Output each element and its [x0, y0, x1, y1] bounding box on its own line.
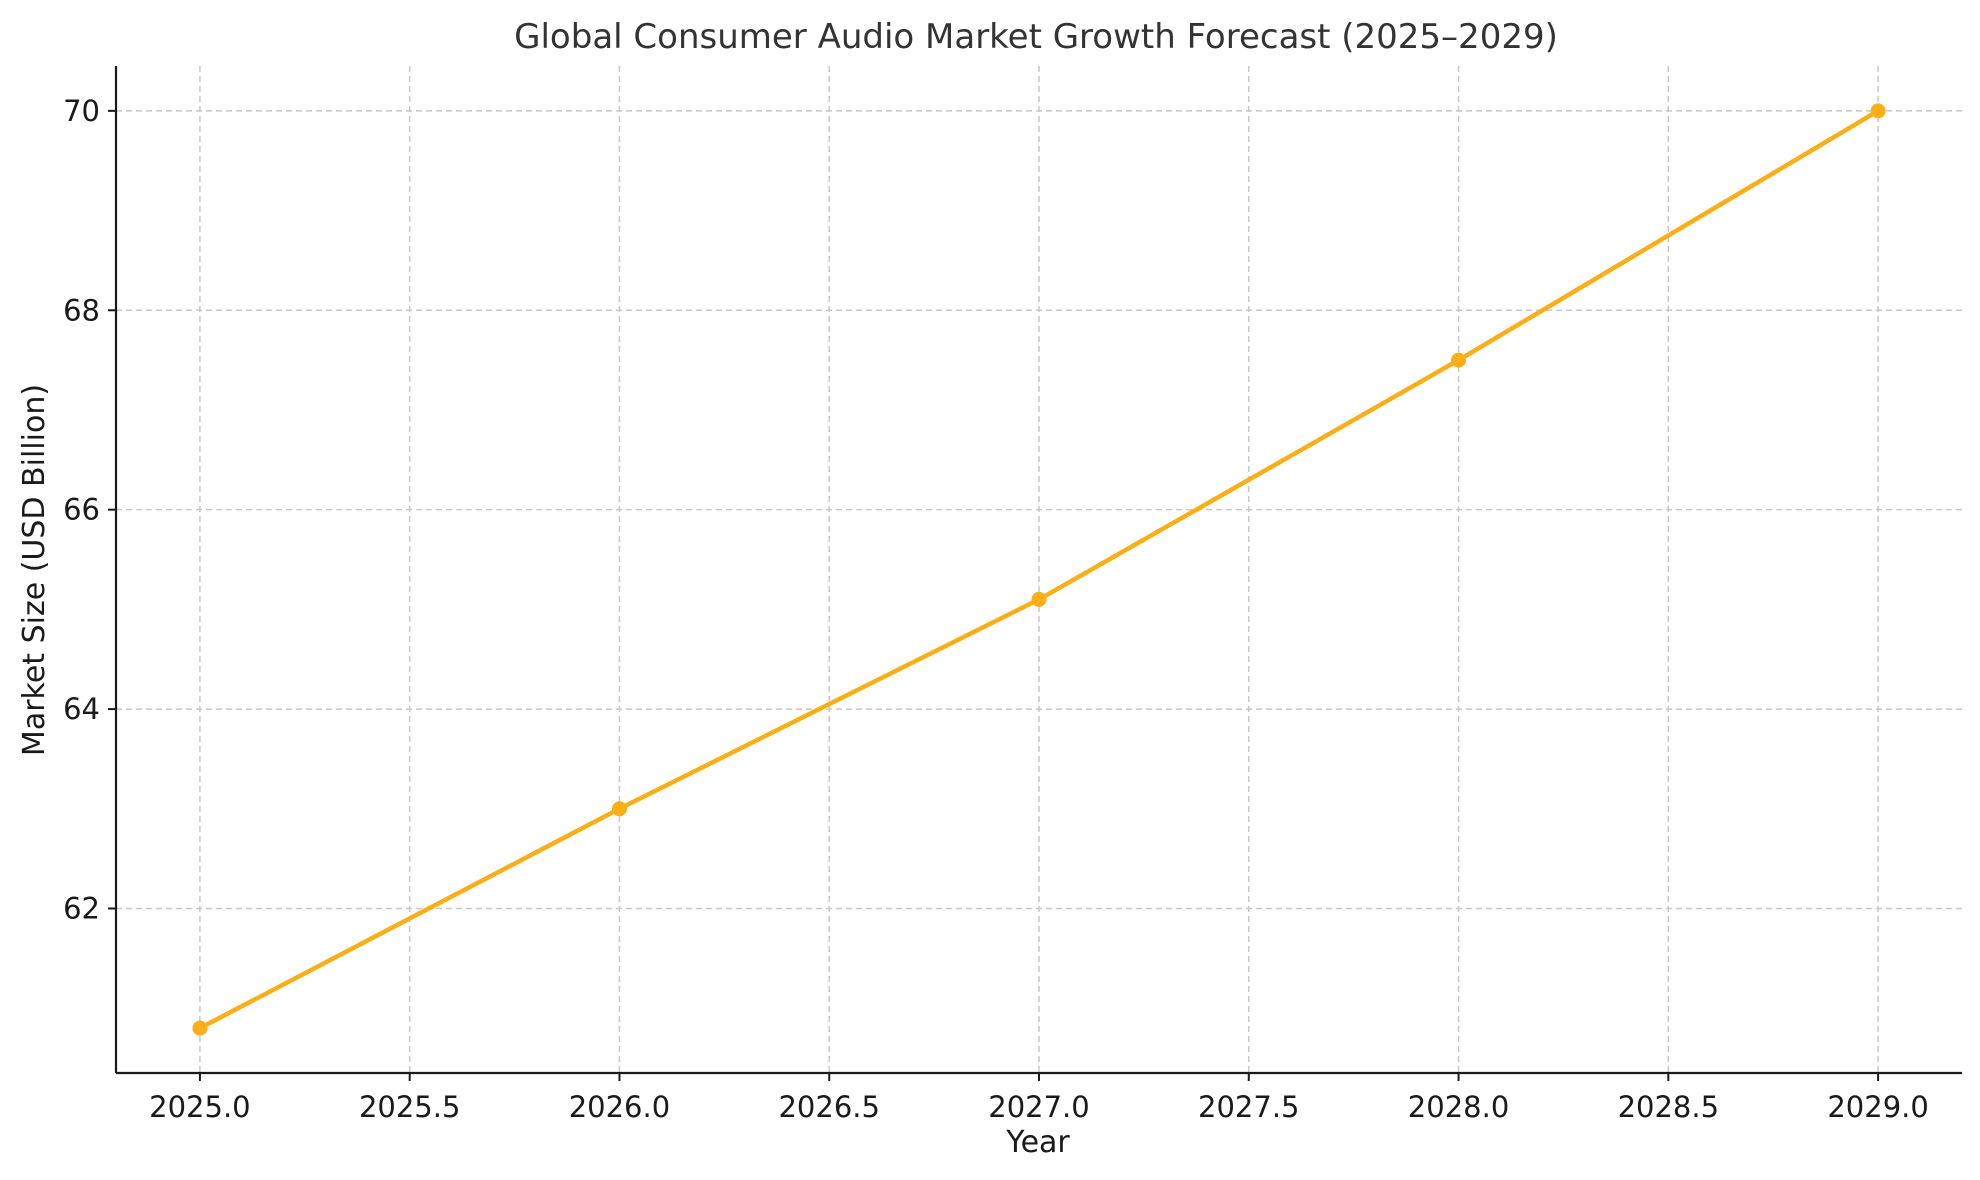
x-tick-label: 2025.5 [359, 1090, 460, 1124]
series-layer [192, 103, 1886, 1036]
y-tick-label: 68 [63, 293, 100, 327]
data-point [1031, 591, 1047, 607]
grid-lines [116, 66, 1962, 1073]
x-tick-label: 2025.0 [149, 1090, 250, 1124]
x-tick-label: 2028.0 [1408, 1090, 1509, 1124]
y-tick-label: 70 [63, 94, 100, 128]
chart-title: Global Consumer Audio Market Growth Fore… [514, 17, 1558, 57]
data-point [1870, 103, 1886, 119]
data-point [192, 1020, 208, 1036]
data-point [611, 801, 627, 817]
x-tick-label: 2026.0 [569, 1090, 670, 1124]
x-axis-label: Year [1005, 1125, 1070, 1160]
x-tick-label: 2028.5 [1618, 1090, 1719, 1124]
y-tick-label: 64 [63, 692, 100, 726]
x-tick-label: 2027.5 [1198, 1090, 1299, 1124]
data-point [1451, 352, 1467, 368]
axis-ticks: 2025.0 2025.5 2026.0 2026.5 2027.0 2027.5 2028… [63, 94, 1929, 1124]
y-axis-label: Market Size (USD Billion) [17, 384, 52, 756]
x-tick-label: 2029.0 [1827, 1090, 1928, 1124]
y-tick-label: 66 [63, 493, 100, 527]
x-tick-label: 2027.0 [988, 1090, 1089, 1124]
x-tick-label: 2026.5 [778, 1090, 879, 1124]
y-tick-label: 62 [63, 891, 100, 925]
